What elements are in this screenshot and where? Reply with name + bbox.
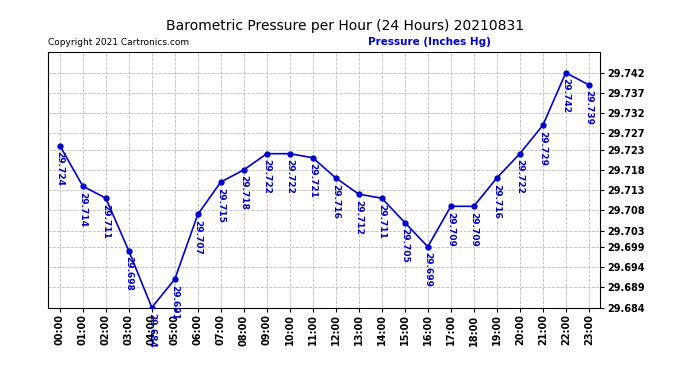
Text: 29.729: 29.729	[538, 131, 547, 166]
Text: Copyright 2021 Cartronics.com: Copyright 2021 Cartronics.com	[48, 38, 190, 47]
Text: 29.711: 29.711	[101, 204, 110, 238]
Text: 29.716: 29.716	[492, 183, 502, 218]
Text: 29.709: 29.709	[446, 212, 455, 247]
Text: 29.691: 29.691	[170, 285, 179, 320]
Text: 29.742: 29.742	[561, 78, 571, 113]
Text: Barometric Pressure per Hour (24 Hours) 20210831: Barometric Pressure per Hour (24 Hours) …	[166, 19, 524, 33]
Text: 29.722: 29.722	[262, 159, 271, 194]
Text: 29.698: 29.698	[124, 256, 133, 291]
Text: 29.709: 29.709	[469, 212, 478, 247]
Text: Pressure (Inches Hg): Pressure (Inches Hg)	[368, 38, 491, 47]
Text: 29.721: 29.721	[308, 163, 317, 198]
Text: 29.715: 29.715	[216, 188, 226, 222]
Text: 29.711: 29.711	[377, 204, 386, 238]
Text: 29.699: 29.699	[423, 252, 433, 287]
Text: 29.714: 29.714	[78, 192, 88, 226]
Text: 29.722: 29.722	[515, 159, 524, 194]
Text: 29.739: 29.739	[584, 90, 593, 125]
Text: 29.707: 29.707	[193, 220, 202, 255]
Text: 29.684: 29.684	[147, 313, 157, 348]
Text: 29.718: 29.718	[239, 176, 248, 210]
Text: 29.716: 29.716	[331, 183, 340, 218]
Text: 29.712: 29.712	[354, 200, 364, 235]
Text: 29.705: 29.705	[400, 228, 409, 263]
Text: 29.724: 29.724	[55, 151, 64, 186]
Text: 29.722: 29.722	[285, 159, 295, 194]
